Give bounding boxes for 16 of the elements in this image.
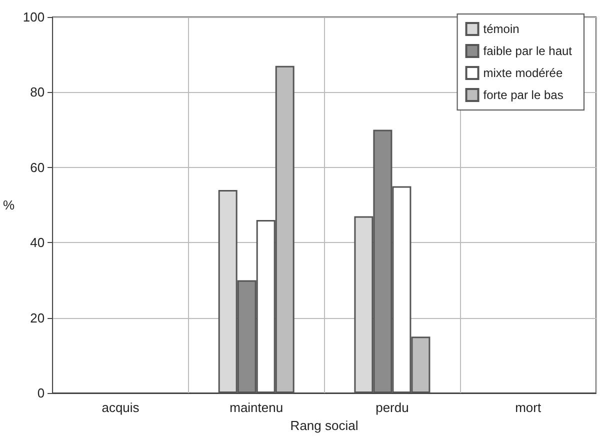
y-axis-title: % <box>2 198 15 212</box>
x-tick-label: mort <box>515 400 542 415</box>
x-tick-label: perdu <box>376 400 409 415</box>
y-tick-label: 40 <box>30 235 45 250</box>
y-tick-label: 60 <box>30 160 45 175</box>
x-tick-label: maintenu <box>230 400 284 415</box>
y-tick-label: 20 <box>30 310 45 326</box>
x-tick-label: acquis <box>102 400 140 415</box>
legend-label: témoin <box>483 22 520 36</box>
legend-label: mixte modérée <box>483 66 563 80</box>
y-tick-label: 0 <box>37 386 45 400</box>
y-tick-label: 80 <box>30 84 45 100</box>
legend-label: forte par le bas <box>483 88 564 102</box>
x-axis-title: Rang social <box>290 418 358 433</box>
legend-label: faible par le haut <box>483 44 573 58</box>
y-tick-label: 100 <box>22 10 45 24</box>
